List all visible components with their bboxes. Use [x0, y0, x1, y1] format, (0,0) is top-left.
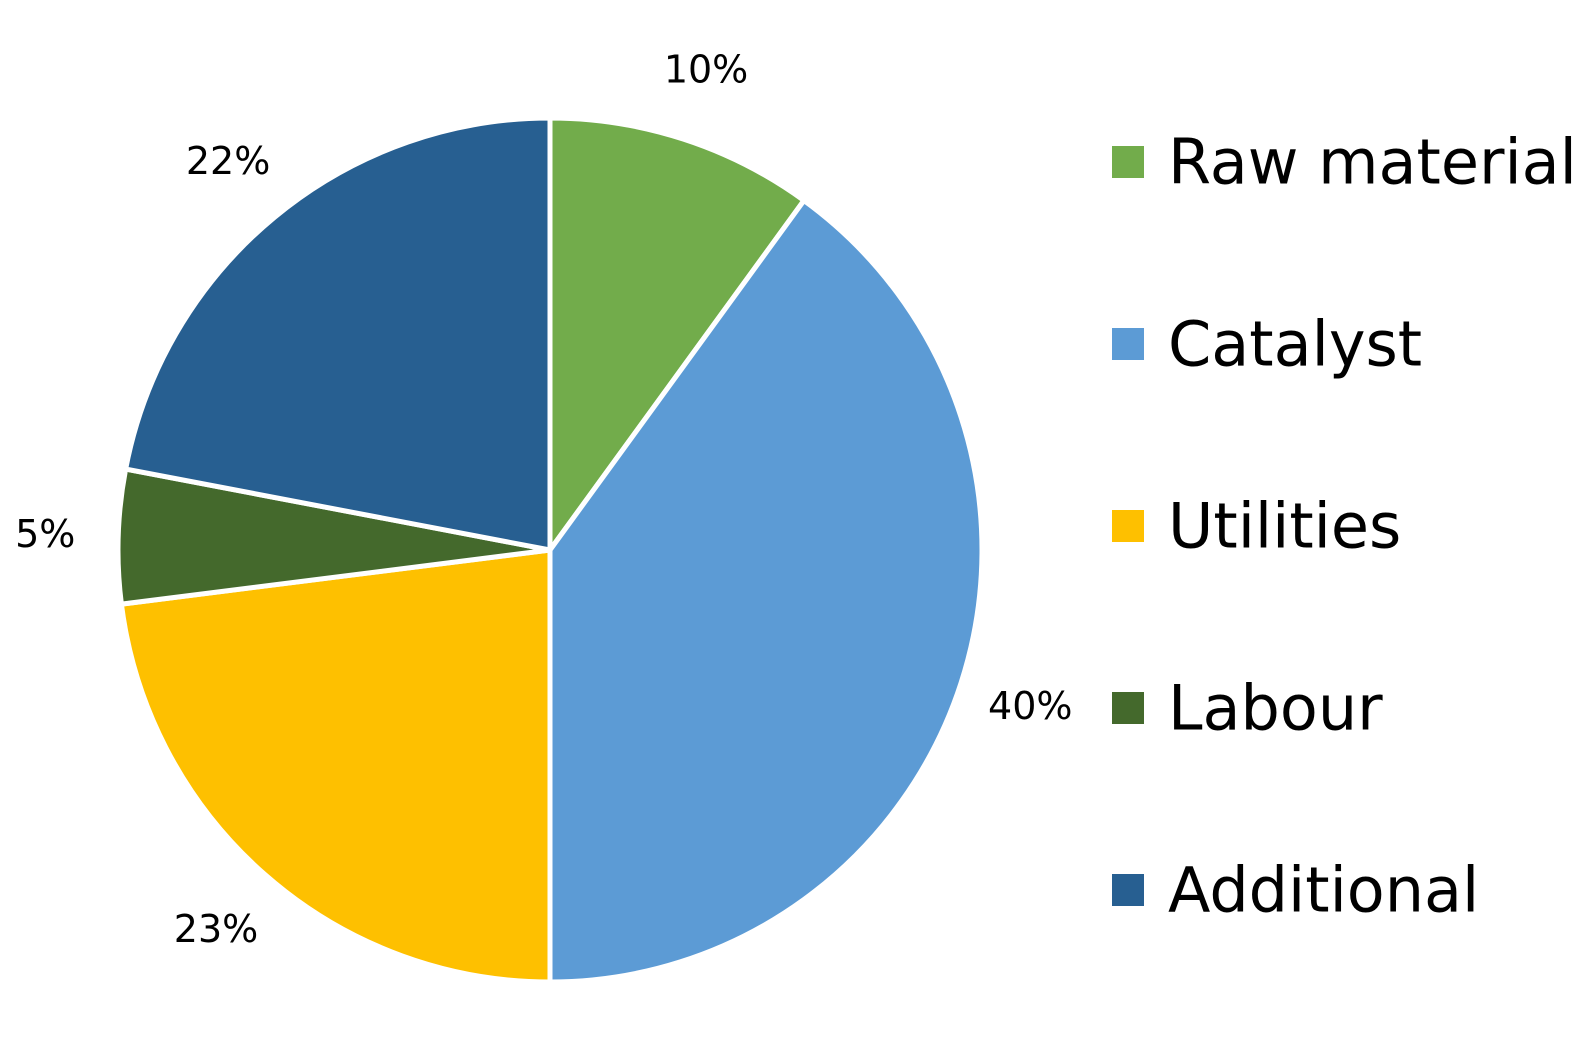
legend-swatch-labour — [1112, 692, 1144, 724]
pie-slices — [115, 115, 985, 985]
legend-item-utilities: Utilities — [1112, 490, 1401, 563]
legend-item-catalyst: Catalyst — [1112, 308, 1422, 381]
data-label-labour: 5% — [15, 512, 75, 556]
legend: Raw material Catalyst Utilities Labour Addit… — [1112, 126, 1577, 927]
pie-data-labels: 10% 40% 23% 5% 22% — [15, 48, 1072, 951]
legend-item-raw-material: Raw material — [1112, 126, 1577, 199]
pie-slice-catalyst — [547, 198, 985, 985]
legend-label-raw-material: Raw material — [1168, 126, 1577, 199]
pie-slice-raw-material — [547, 115, 807, 553]
legend-label-additional: Additional — [1168, 854, 1479, 927]
legend-swatch-catalyst — [1112, 328, 1144, 360]
pie-slice-utilities — [118, 547, 553, 985]
data-label-raw-material: 10% — [664, 48, 748, 92]
legend-label-labour: Labour — [1168, 672, 1383, 745]
legend-swatch-additional — [1112, 874, 1144, 906]
data-label-additional: 22% — [186, 139, 270, 183]
legend-item-additional: Additional — [1112, 854, 1479, 927]
legend-swatch-utilities — [1112, 510, 1144, 542]
legend-item-labour: Labour — [1112, 672, 1383, 745]
data-label-utilities: 23% — [174, 907, 258, 951]
legend-label-utilities: Utilities — [1168, 490, 1401, 563]
data-label-catalyst: 40% — [988, 684, 1072, 728]
pie-slice-additional — [123, 115, 553, 553]
legend-swatch-raw-material — [1112, 146, 1144, 178]
legend-label-catalyst: Catalyst — [1168, 308, 1422, 381]
